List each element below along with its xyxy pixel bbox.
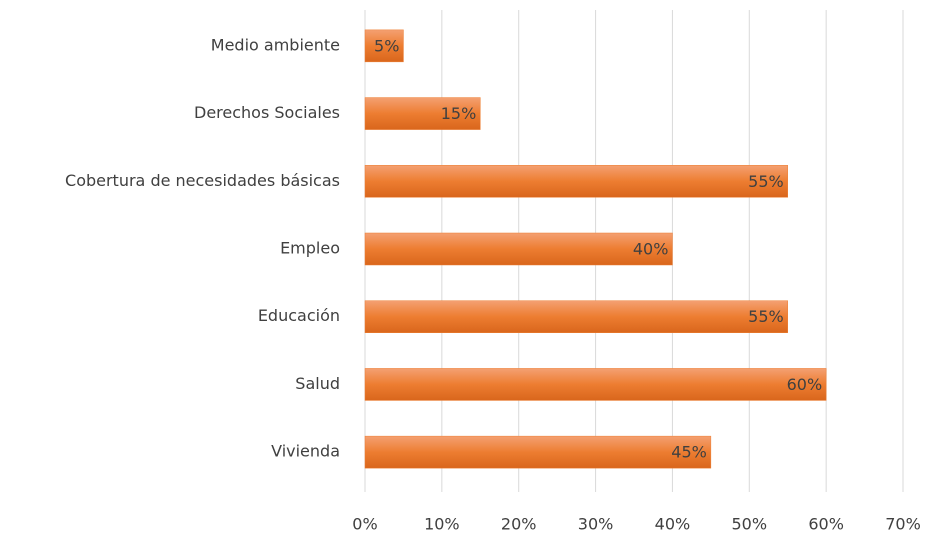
data-label: 55%	[748, 307, 784, 326]
bar	[364, 165, 788, 198]
x-tick-label: 30%	[578, 515, 614, 534]
x-tick-label: 50%	[732, 515, 768, 534]
x-tick-label: 40%	[655, 515, 691, 534]
data-label: 40%	[633, 240, 669, 259]
x-tick-label: 10%	[424, 515, 460, 534]
x-tick-label: 60%	[808, 515, 844, 534]
x-tick-label: 0%	[352, 515, 377, 534]
data-label: 55%	[748, 172, 784, 191]
y-tick-label: Cobertura de necesidades básicas	[65, 171, 340, 190]
bar	[364, 97, 481, 130]
y-tick-label: Derechos Sociales	[194, 103, 340, 122]
data-label: 5%	[374, 36, 399, 55]
y-tick-label: Empleo	[280, 239, 340, 258]
bar	[364, 232, 673, 266]
data-label: 60%	[787, 375, 823, 394]
data-label: 45%	[671, 443, 707, 462]
y-tick-label: Medio ambiente	[211, 35, 340, 54]
x-tick-label: 20%	[501, 515, 537, 534]
bar	[364, 435, 712, 469]
y-tick-label: Educación	[258, 306, 340, 325]
x-tick-label: 70%	[885, 515, 921, 534]
data-label: 15%	[441, 104, 477, 123]
y-tick-label: Salud	[295, 374, 340, 393]
y-tick-label: Vivienda	[271, 442, 340, 461]
bar	[364, 29, 404, 63]
bar	[364, 368, 827, 401]
bar	[364, 300, 788, 333]
